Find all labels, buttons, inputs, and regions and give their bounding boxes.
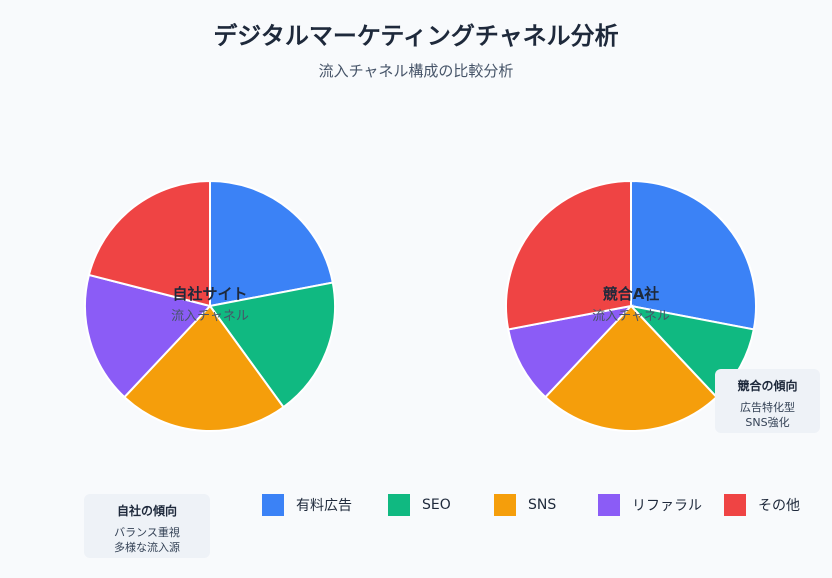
legend-item-other: その他 [724,494,800,516]
pie-slice-competitor-paid-ads [630,179,757,331]
pie-title-own-site: 自社サイト [172,285,247,303]
pie-slice-competitor-sns [544,304,718,432]
own-trend-note: 自社の傾向 バランス重視 多様な流入源 [84,494,210,558]
legend-swatch-sns [494,494,516,516]
legend-label-seo: SEO [422,497,451,513]
pie-slice-own-site-referral [84,273,212,399]
legend-item-paid-ads: 有料広告 [262,494,352,516]
pie-slice-own-site-seo [208,281,336,409]
legend-item-seo: SEO [388,494,451,516]
legend-swatch-seo [388,494,410,516]
legend-swatch-other [724,494,746,516]
page-title: デジタルマーケティングチャネル分析 [213,22,619,50]
competitor-trend-note: 競合の傾向 広告特化型 SNS強化 [715,369,820,433]
pie-chart-competitor [505,179,757,432]
pie-subtitle-own-site: 流入チャネル [171,309,249,324]
pie-slice-own-site-sns [123,304,285,432]
legend-swatch-paid-ads [262,494,284,516]
legend-label-other: その他 [758,498,800,514]
competitor-trend-line1: 広告特化型 [740,401,795,414]
pie-chart-own-site [84,179,336,432]
pie-title-competitor: 競合A社 [603,285,660,303]
pie-slice-own-site-other [87,179,211,308]
competitor-trend-line2: SNS強化 [745,416,790,429]
legend-item-sns: SNS [494,494,556,516]
competitor-trend-title: 競合の傾向 [737,379,798,393]
pie-slice-own-site-paid-ads [209,179,334,308]
legend-swatch-referral [598,494,620,516]
own-trend-title: 自社の傾向 [116,504,177,518]
own-trend-line1: バランス重視 [114,526,180,539]
legend-label-referral: リファラル [632,498,702,514]
legend-label-paid-ads: 有料広告 [296,498,352,514]
pie-slice-competitor-referral [507,304,634,399]
legend-label-sns: SNS [528,497,557,513]
pie-slice-competitor-other [505,179,632,331]
pie-subtitle-competitor: 流入チャネル [592,309,670,324]
legend-item-referral: リファラル [598,494,702,516]
own-trend-line2: 多様な流入源 [114,541,180,554]
page-subtitle: 流入チャネル構成の比較分析 [318,62,514,80]
